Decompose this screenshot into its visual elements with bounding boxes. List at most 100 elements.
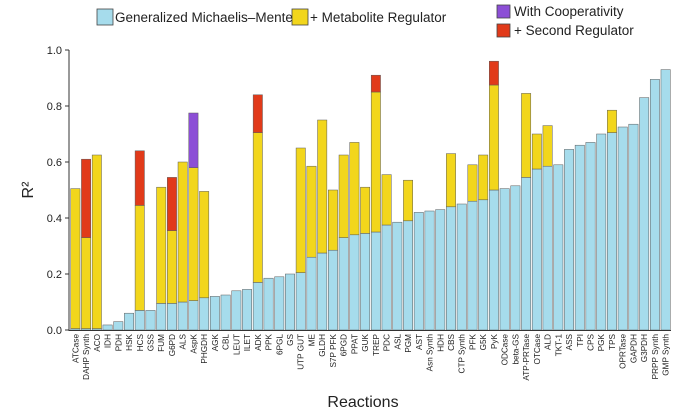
legend-swatch: [96, 8, 114, 26]
metabolite-regulator-bar: [199, 191, 210, 299]
base-bar: [209, 296, 220, 331]
x-tick-label: ILET: [243, 334, 252, 351]
x-tick-label: PHGDH: [200, 334, 209, 364]
base-bar: [167, 303, 177, 331]
base-bar: [531, 168, 542, 331]
metabolite-regulator-bar: [91, 154, 102, 329]
base-bar: [649, 79, 660, 331]
base-bar: [585, 142, 596, 331]
metabolite-regulator-bar: [467, 164, 478, 202]
x-tick-label: PRPP Synth: [651, 334, 660, 380]
base-bar: [435, 209, 446, 331]
x-tick-label: ATCase: [71, 334, 80, 363]
metabolite-regulator-bar: [295, 147, 306, 273]
x-tick-label: G6PD: [168, 334, 177, 356]
bars: [70, 60, 671, 331]
metabolite-regulator-bar: [478, 154, 489, 201]
x-tick-label: TPS: [608, 333, 617, 349]
x-tick-label: PGM: [404, 334, 413, 353]
base-bar: [124, 312, 134, 331]
base-bar: [274, 276, 285, 331]
base-bar: [338, 237, 349, 331]
legend-label: Generalized Michaelis–Menten: [115, 10, 300, 25]
x-axis: ATCase DAHP Synth ACO IDH PDH HSK HCS GSS FUM G6P…: [69, 330, 671, 381]
x-tick-label: IDH: [104, 334, 113, 348]
x-tick-label: PDH: [114, 334, 123, 351]
base-bar: [306, 256, 317, 331]
base-bar: [478, 199, 489, 331]
x-tick-label: TPI: [576, 334, 585, 347]
x-axis-title: Reactions: [327, 394, 398, 411]
x-tick-label: HCS: [136, 333, 145, 351]
base-bar: [489, 189, 499, 331]
metabolite-regulator-bar: [360, 186, 371, 234]
y-tick-label: 0.8: [47, 101, 62, 113]
y-axis: 0.0 0.2 0.4 0.6 0.8 1.0: [47, 45, 70, 337]
x-tick-label: PDC: [383, 334, 392, 351]
second-regulator-bar: [370, 74, 381, 93]
x-tick-label: ACO: [93, 334, 102, 352]
x-tick-label: UTP GUT: [297, 334, 306, 370]
metabolite-regulator-bar: [306, 165, 317, 258]
x-tick-label: PGK: [597, 333, 606, 351]
metabolite-regulator-bar: [349, 142, 360, 236]
second-regulator-bar: [252, 94, 263, 133]
second-regulator-bar: [134, 150, 145, 206]
base-bar: [349, 234, 360, 331]
x-tick-label: AspK: [189, 333, 198, 353]
x-tick-label: GUK: [361, 333, 370, 351]
base-bar: [285, 273, 295, 331]
y-tick-label: 0.6: [47, 157, 62, 169]
second-regulator-bar: [81, 158, 92, 238]
x-tick-label: GS: [286, 333, 295, 345]
x-tick-label: LEUT: [232, 334, 241, 355]
base-bar: [263, 277, 274, 331]
metabolite-regulator-bar: [370, 91, 381, 233]
base-bar: [564, 149, 574, 331]
x-tick-label: PPK: [265, 333, 274, 350]
second-regulator-bar: [489, 60, 499, 86]
metabolite-regulator-bar: [446, 153, 456, 208]
y-tick-label: 1.0: [47, 45, 62, 57]
legend: Generalized Michaelis–Menten + Metabolite…: [96, 4, 634, 38]
metabolite-regulator-bar: [177, 161, 188, 303]
metabolite-regulator-bar: [542, 125, 553, 167]
x-tick-label: ALS: [179, 333, 188, 349]
legend-swatch: [496, 4, 511, 19]
cooperativity-bar: [188, 112, 199, 168]
base-bar: [596, 133, 607, 331]
base-bar: [553, 164, 564, 331]
base-bar: [370, 231, 381, 331]
x-tick-label: CBL: [222, 334, 231, 350]
y-tick-label: 0.4: [47, 213, 62, 225]
metabolite-regulator-bar: [403, 179, 413, 222]
x-tick-label: DAHP Synth: [82, 334, 91, 380]
x-tick-label: TREP: [372, 333, 381, 355]
base-bar: [295, 272, 306, 331]
metabolite-regulator-bar: [134, 205, 145, 311]
base-bar: [360, 233, 371, 331]
metabolite-regulator-bar: [70, 188, 81, 329]
base-bar: [177, 301, 188, 331]
x-tick-label: CTP Synth: [458, 334, 467, 374]
x-tick-label: OTCase: [533, 334, 542, 365]
base-bar: [317, 252, 328, 331]
y-tick-label: 0.0: [47, 325, 62, 337]
metabolite-regulator-bar: [81, 237, 92, 329]
base-bar: [199, 297, 210, 331]
base-bar: [220, 294, 231, 331]
x-tick-label: GAPDH: [629, 334, 638, 363]
base-bar: [134, 310, 145, 331]
legend-swatch: [496, 23, 511, 38]
metabolite-regulator-bar: [381, 174, 392, 226]
base-bar: [231, 290, 242, 331]
metabolite-regulator-bar: [252, 132, 263, 283]
base-bar: [574, 144, 585, 331]
base-bar: [413, 212, 424, 331]
base-bar: [617, 126, 628, 331]
base-bar: [188, 300, 199, 331]
x-tick-label: HDH: [436, 334, 445, 352]
base-bar: [392, 221, 403, 331]
base-bar: [628, 123, 639, 331]
legend-label: With Cooperativity: [514, 4, 624, 19]
